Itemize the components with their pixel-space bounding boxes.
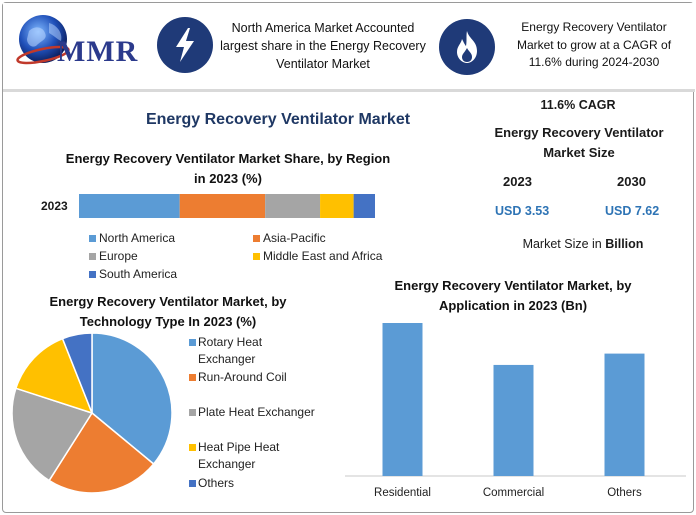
technology-pie-chart [11,333,173,494]
region-stacked-bar [79,194,375,218]
value-2023: USD 3.53 [495,204,550,218]
legend-swatch-europe [89,253,96,260]
pie-legend-label-run-around-coil: Run-Around Coil [198,370,287,384]
bar-residential [382,323,423,476]
left-statement: North America Market Accounted largest s… [220,21,426,71]
right-statement: Energy Recovery Ventilator Market to gro… [516,20,672,69]
region-chart-title: Energy Recovery Ventilator Market Share,… [65,151,391,186]
legend-label-europe: Europe [99,249,138,263]
pie-slice-plate-heat-exchanger [11,387,94,482]
pie-legend-label-rotary-heat-exchanger: Rotary Heat Exchanger [198,335,263,366]
bar-segment-europe [265,194,321,218]
application-chart-title: Energy Recovery Ventilator Market, by Ap… [394,278,632,313]
application-bar-chart: Residential Commercial Others [345,323,686,499]
bar-commercial [493,364,534,476]
legend-label-asia-pacific: Asia-Pacific [263,231,326,245]
mmr-logo: MMR [15,11,145,77]
header-divider [3,89,695,92]
market-size-title: Energy Recovery Ventilator Market Size [494,125,664,160]
legend-label-north-america: North America [99,231,176,245]
note-unit: Billion [605,237,644,251]
technology-chart-title: Energy Recovery Ventilator Market, by Te… [49,294,287,329]
logo-text: MMR [57,35,139,68]
pie-slice-heat-pipe-heat-exchanger [14,337,94,415]
x-tick-label-commercial: Commercial [483,487,544,499]
pie-slice-run-around-coil [48,411,155,494]
pie-legend-label-others: Others [198,476,235,490]
pie-slice-rotary-heat-exchanger [91,333,173,466]
pie-legend-swatch-others [189,480,196,487]
value-2030: USD 7.62 [605,204,660,218]
pie-legend-label-heat-pipe-heat-exchanger: Heat Pipe Heat Exchanger [198,440,280,471]
legend-swatch-asia-pacific [253,235,260,242]
note-prefix: Market Size in [522,237,606,251]
bar-segment-asia-pacific [179,194,266,218]
market-size-note: Market Size in Billion [483,237,683,251]
legend-swatch-middle-east-and-africa [253,253,260,260]
bar-others [604,353,645,476]
legend-label-middle-east-and-africa: Middle East and Africa [263,249,383,263]
flame-icon [439,19,495,75]
pie-legend-swatch-run-around-coil [189,374,196,381]
pie-legend-swatch-rotary-heat-exchanger [189,339,196,346]
x-tick-label-others: Others [607,487,642,499]
bar-segment-middle-east-and-africa [320,194,354,218]
pie-slice-others [61,333,93,414]
legend-swatch-south-america [89,271,96,278]
bar-segment-north-america [79,194,180,218]
globe-icon [16,15,70,65]
header-band: MMR North America Market Accounted large… [3,3,695,89]
region-row-label: 2023 [41,199,68,213]
pie-legend-swatch-heat-pipe-heat-exchanger [189,444,196,451]
legend-label-south-america: South America [99,267,178,281]
lightning-icon [157,17,213,73]
bar-segment-south-america [353,194,375,218]
year-2023: 2023 [503,174,532,189]
pie-legend-swatch-plate-heat-exchanger [189,409,196,416]
page-title: Energy Recovery Ventilator Market [145,111,411,128]
year-2030: 2030 [617,174,646,189]
legend-swatch-north-america [89,235,96,242]
cagr-label: 11.6% CAGR [540,98,616,112]
pie-legend-label-plate-heat-exchanger: Plate Heat Exchanger [198,405,315,419]
x-tick-label-residential: Residential [374,487,431,499]
